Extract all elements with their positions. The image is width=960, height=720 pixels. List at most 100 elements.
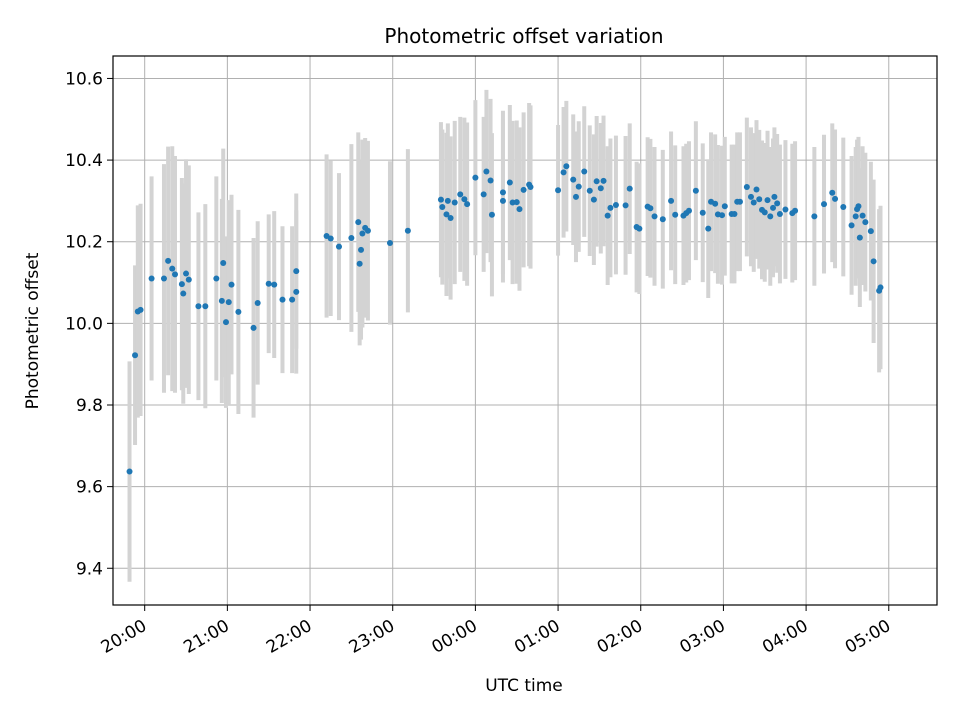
x-tick-label: 03:00 [676,616,728,658]
data-point [293,268,300,275]
data-point [254,299,261,306]
data-point [575,183,582,190]
chart-title: Photometric offset variation [384,24,663,48]
data-point [172,271,179,278]
data-point [439,204,446,211]
x-tick-label: 04:00 [759,616,811,658]
data-point [699,209,706,216]
data-point [597,185,604,192]
data-point [137,306,144,313]
data-point [753,186,760,193]
data-point [488,211,495,218]
data-point [870,258,877,265]
data-point [792,207,799,214]
data-point [169,265,176,272]
data-point [604,212,611,219]
data-point [771,193,778,200]
data-point [761,209,768,216]
error-bars [127,89,883,582]
data-point [651,213,658,220]
data-point [513,199,520,206]
data-point [712,200,719,207]
data-point [289,296,296,303]
data-point [364,227,371,234]
data-point [600,177,607,184]
x-axis-label: UTC time [485,676,563,696]
data-point [457,191,464,198]
x-tick-label: 01:00 [511,616,563,658]
data-point [560,169,567,176]
data-points [126,163,884,475]
data-point [555,187,562,194]
data-point [235,308,242,315]
data-point [736,198,743,205]
data-point [756,196,763,203]
data-point [731,210,738,217]
data-point [692,187,699,194]
x-tick-label: 21:00 [180,616,232,658]
data-point [461,196,468,203]
data-point [743,184,750,191]
data-point [132,352,139,359]
data-point [607,204,614,211]
data-point [183,270,190,277]
data-point [327,235,334,242]
x-tick-label: 20:00 [98,616,150,658]
y-tick-label: 9.8 [76,396,103,416]
data-point [185,276,192,283]
data-point [228,281,235,288]
data-point [590,196,597,203]
data-point [659,216,666,223]
data-point [437,196,444,203]
data-point [499,197,506,204]
data-point [647,205,654,212]
data-point [160,275,167,282]
data-point [126,468,133,475]
data-point [685,207,692,214]
data-point [443,211,450,218]
data-point [218,297,225,304]
data-point [821,201,828,208]
x-tick-label: 22:00 [263,616,315,658]
data-point [487,177,494,184]
data-point [852,213,859,220]
data-point [747,193,754,200]
data-point [178,281,185,288]
data-point [279,296,286,303]
data-point [222,319,229,326]
data-point [225,299,232,306]
data-point [213,275,220,282]
data-point [719,212,726,219]
data-point [774,200,781,207]
data-point [165,257,172,264]
data-point [355,219,362,226]
data-point [862,219,869,226]
data-point [636,225,643,232]
x-tick-label: 23:00 [346,616,398,658]
data-point [764,197,771,204]
data-point [586,187,593,194]
y-tick-label: 9.4 [76,559,103,579]
data-point [867,228,874,235]
y-tick-label: 9.6 [76,478,103,498]
data-point [348,235,355,242]
y-axis-label: Photometric offset [23,252,43,409]
y-tick-label: 10.4 [65,151,103,171]
data-point [767,213,774,220]
data-point [506,179,513,186]
y-tick-label: 10.2 [65,233,103,253]
data-point [593,178,600,185]
data-point [480,191,487,198]
data-point [335,243,342,250]
data-point [202,303,209,310]
data-point [180,290,187,297]
data-point [444,197,451,204]
data-point [271,281,278,288]
data-point [840,204,847,211]
data-point [499,189,506,196]
data-point [451,199,458,206]
data-point [220,259,227,266]
data-point [705,225,712,232]
data-point [855,203,862,210]
